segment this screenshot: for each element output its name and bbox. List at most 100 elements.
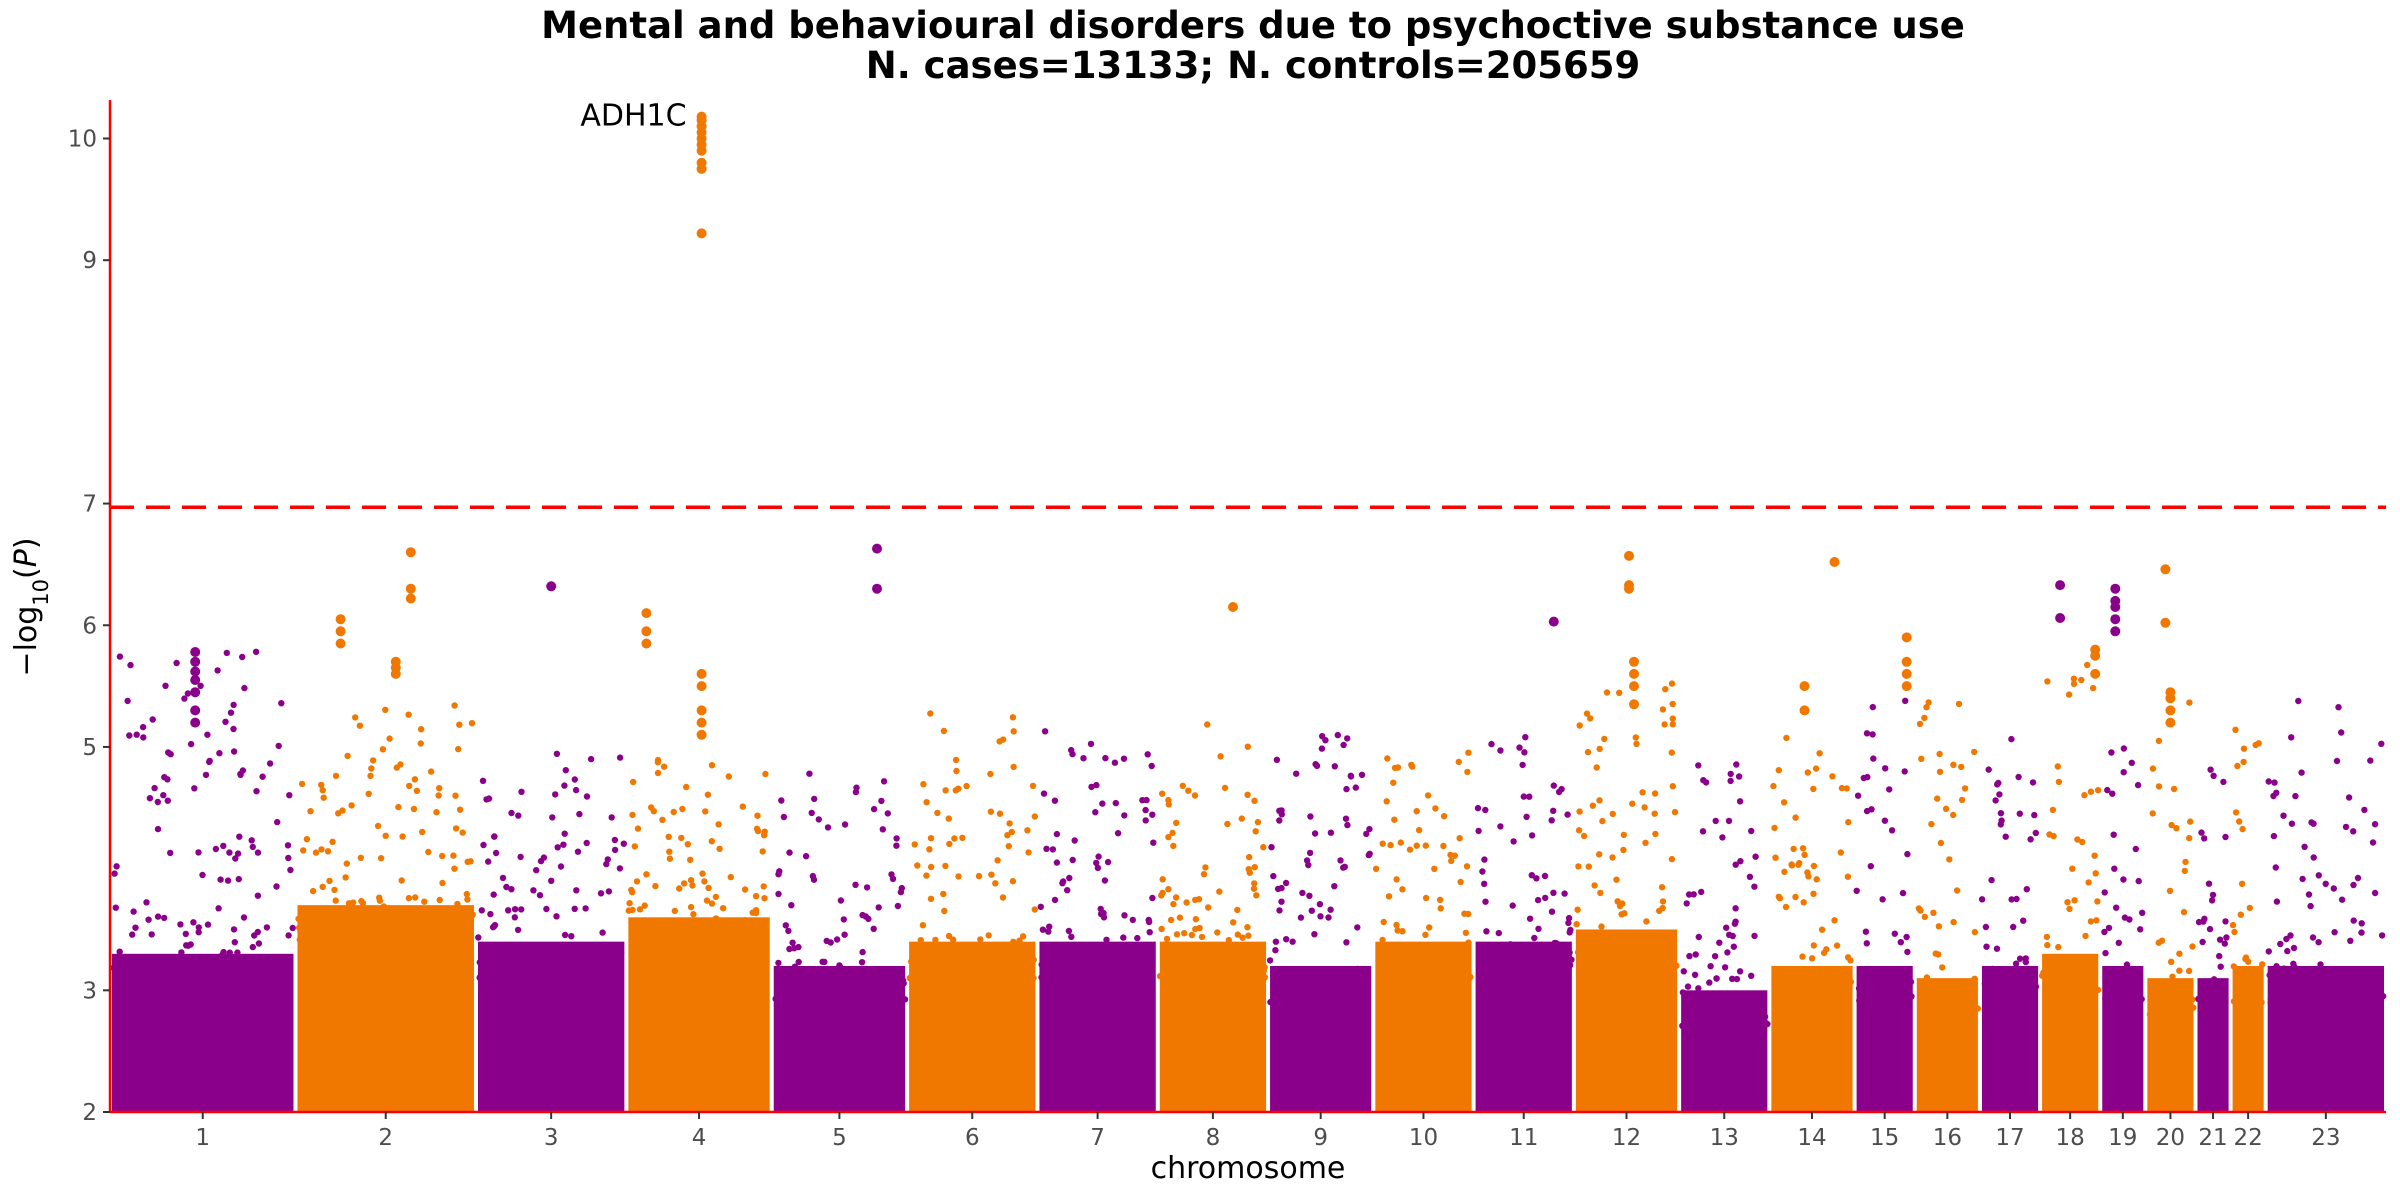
data-point: [965, 965, 972, 972]
data-point: [660, 763, 668, 770]
data-point: [1869, 703, 1877, 711]
data-point: [2182, 858, 2189, 866]
data-point: [1313, 974, 1321, 981]
data-point: [999, 894, 1007, 901]
highlight-point: [405, 593, 416, 604]
highlight-point: [335, 614, 346, 625]
data-point: [1289, 938, 1296, 945]
data-point: [1424, 792, 1432, 799]
data-point: [195, 924, 202, 931]
data-point: [853, 997, 860, 1004]
x-tick-label: 12: [1612, 1125, 1641, 1151]
data-point: [1148, 762, 1155, 770]
data-point: [2371, 821, 2379, 828]
data-point: [486, 963, 493, 971]
data-point: [2135, 877, 2142, 885]
data-point: [1732, 918, 1739, 925]
data-point: [1181, 930, 1188, 937]
data-point: [1680, 968, 1688, 975]
data-point: [901, 996, 909, 1003]
data-point: [1715, 1022, 1722, 1029]
data-point: [841, 821, 849, 828]
data-point: [212, 845, 220, 853]
data-point: [2210, 772, 2217, 779]
data-point: [1716, 939, 1723, 946]
data-point: [866, 991, 873, 999]
data-point: [1879, 896, 1886, 903]
x-tick-label: 19: [2108, 1125, 2137, 1151]
data-point: [2094, 986, 2102, 994]
data-point: [1858, 975, 1865, 982]
data-point: [634, 825, 642, 832]
data-point: [1799, 953, 1806, 960]
data-point: [1923, 704, 1930, 711]
data-point: [2220, 778, 2227, 786]
data-point: [1179, 782, 1187, 789]
data-point: [1684, 983, 1692, 990]
highlight-point: [1629, 656, 1639, 667]
data-point: [714, 922, 721, 929]
data-point: [2258, 999, 2265, 1006]
data-point: [253, 972, 261, 979]
data-point: [485, 795, 493, 802]
data-point: [1733, 975, 1741, 983]
data-point: [761, 944, 768, 951]
data-point: [741, 917, 749, 924]
data-point: [2322, 880, 2329, 887]
data-point: [1550, 889, 1557, 896]
data-point: [2013, 895, 2020, 903]
data-point: [1065, 927, 1073, 935]
data-point: [1436, 896, 1444, 903]
data-point: [1278, 884, 1285, 892]
data-point: [2120, 876, 2127, 883]
data-point: [1094, 864, 1102, 872]
data-point: [1053, 859, 1061, 866]
data-point: [1226, 947, 1233, 954]
data-point: [848, 971, 855, 978]
data-point: [1332, 999, 1340, 1006]
data-point: [2043, 933, 2051, 941]
data-point: [735, 932, 743, 939]
data-point: [1390, 779, 1397, 786]
data-point: [702, 808, 709, 815]
data-point: [2276, 999, 2283, 1006]
data-point: [2350, 917, 2357, 924]
data-point: [2155, 939, 2162, 946]
highlight-point: [1829, 557, 1840, 567]
data-point: [476, 959, 483, 966]
data-point: [1925, 699, 1932, 706]
data-point: [452, 825, 460, 832]
data-point: [1565, 914, 1573, 922]
data-point: [216, 750, 223, 757]
data-point: [1804, 869, 1811, 876]
data-point: [433, 936, 440, 943]
data-point: [1661, 721, 1668, 728]
data-point: [1272, 938, 1280, 945]
data-point: [1771, 824, 1778, 832]
data-point: [332, 772, 340, 780]
data-point: [1702, 1023, 1709, 1030]
data-point: [1104, 943, 1111, 950]
data-point: [1732, 905, 1739, 912]
data-point: [2094, 898, 2101, 905]
data-point: [927, 895, 935, 902]
data-point: [1810, 862, 1818, 870]
data-point: [1456, 835, 1463, 842]
data-point: [380, 903, 387, 910]
data-point: [1406, 846, 1414, 853]
data-point: [2063, 979, 2070, 987]
highlight-point: [696, 111, 707, 122]
data-point: [1685, 891, 1693, 898]
data-point: [659, 816, 666, 823]
data-point: [880, 778, 888, 785]
data-point: [426, 938, 433, 945]
data-point: [1156, 972, 1164, 980]
data-point: [1008, 828, 1015, 836]
data-point: [2378, 740, 2385, 747]
data-point: [1325, 914, 1332, 921]
data-point: [1953, 997, 1961, 1004]
data-point: [1725, 817, 1733, 825]
data-point: [296, 936, 303, 943]
data-point: [1200, 871, 1208, 878]
data-point: [2281, 980, 2288, 988]
